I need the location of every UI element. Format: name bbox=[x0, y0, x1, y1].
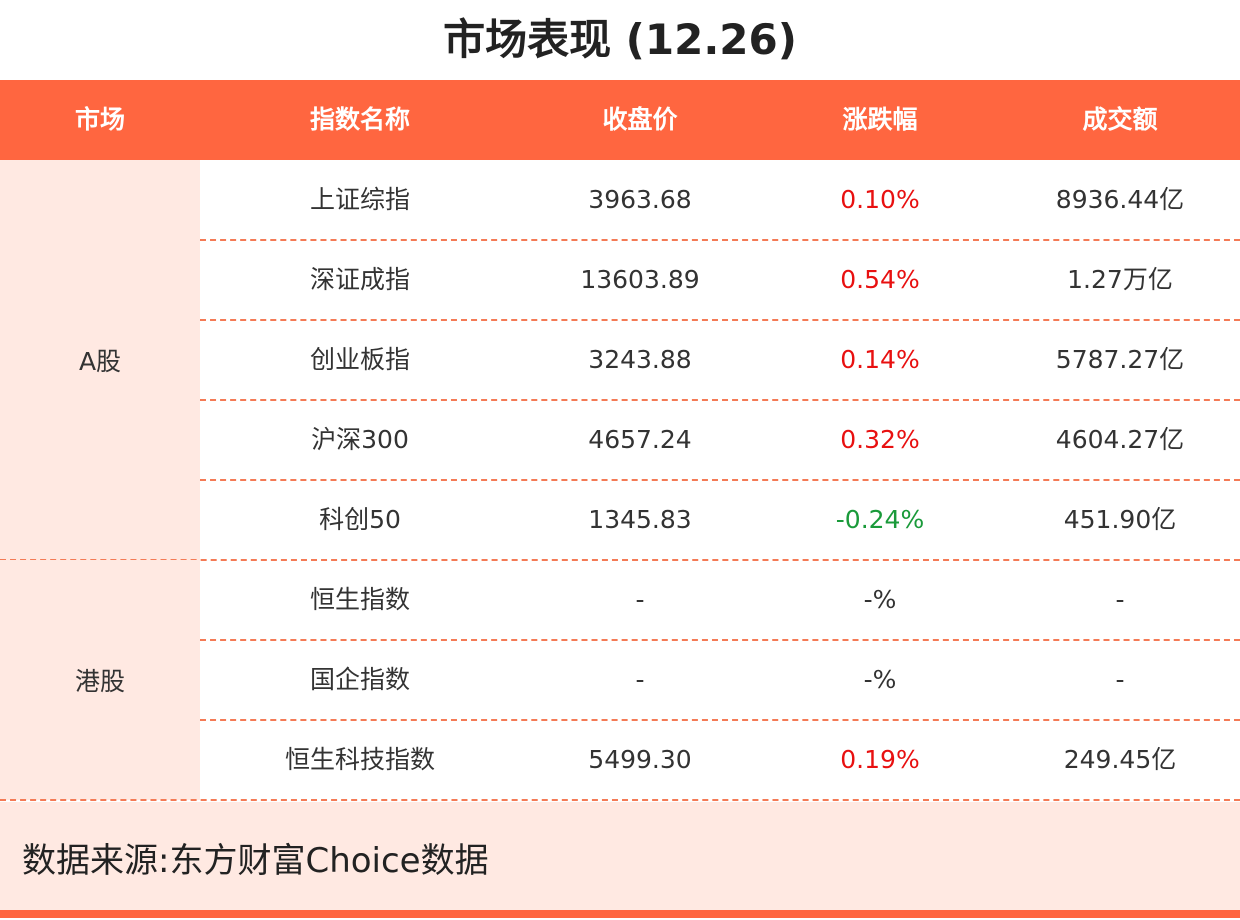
market-cell: A股 bbox=[0, 160, 200, 560]
footer: 数据来源:东方财富Choice数据 bbox=[0, 802, 1240, 918]
data-cell: 1.27万亿 bbox=[1067, 265, 1173, 294]
header-cell: 收盘价 bbox=[602, 105, 678, 134]
data-cell: 0.54% bbox=[840, 265, 920, 294]
source-note: 数据来源:东方财富Choice数据 bbox=[22, 841, 489, 881]
data-cell: 249.45亿 bbox=[1063, 745, 1177, 774]
market-cell: 港股 bbox=[0, 560, 200, 800]
row-divider bbox=[200, 719, 1240, 721]
data-cell: 恒生科技指数 bbox=[284, 745, 435, 774]
row-divider bbox=[200, 639, 1240, 641]
data-cell: 科创50 bbox=[319, 505, 401, 534]
group-divider bbox=[0, 559, 1240, 561]
data-cell: -0.24% bbox=[835, 505, 925, 534]
data-cell: - bbox=[1115, 665, 1125, 694]
data-cell: - bbox=[1115, 585, 1125, 614]
header-cell: 市场 bbox=[74, 105, 125, 134]
group-divider bbox=[0, 799, 1240, 801]
data-cell: -% bbox=[863, 665, 897, 694]
table-header: 市场 指数名称 收盘价 涨跌幅 成交额 bbox=[0, 80, 1240, 160]
data-cell: 451.90亿 bbox=[1063, 505, 1177, 534]
data-cell: 上证综指 bbox=[309, 185, 410, 214]
data-cell: 0.19% bbox=[840, 745, 920, 774]
data-cell: 创业板指 bbox=[309, 345, 410, 374]
header-cell: 涨跌幅 bbox=[842, 105, 918, 134]
data-cell: 深证成指 bbox=[309, 265, 410, 294]
data-cell: 8936.44亿 bbox=[1055, 185, 1185, 214]
data-cell: - bbox=[635, 585, 645, 614]
data-cell: 恒生指数 bbox=[309, 585, 410, 614]
data-cell: 13603.89 bbox=[580, 265, 700, 294]
row-divider bbox=[200, 319, 1240, 321]
row-divider bbox=[200, 399, 1240, 401]
title: 市场表现 (12.26) bbox=[443, 15, 797, 64]
data-cell: 3243.88 bbox=[588, 345, 692, 374]
data-cell: 0.10% bbox=[840, 185, 920, 214]
data-cell: 沪深300 bbox=[311, 425, 409, 454]
data-cell: 5499.30 bbox=[588, 745, 692, 774]
data-cell: 4604.27亿 bbox=[1055, 425, 1185, 454]
row-divider bbox=[200, 479, 1240, 481]
header-cell: 成交额 bbox=[1082, 105, 1158, 134]
data-cell: 3963.68 bbox=[588, 185, 692, 214]
data-cell: 国企指数 bbox=[309, 665, 410, 694]
data-cell: 0.32% bbox=[840, 425, 920, 454]
row-divider bbox=[200, 239, 1240, 241]
header-cell: 指数名称 bbox=[309, 105, 410, 134]
data-cell: 4657.24 bbox=[588, 425, 692, 454]
data-cell: 5787.27亿 bbox=[1055, 345, 1185, 374]
data-cell: -% bbox=[863, 585, 897, 614]
data-cell: 0.14% bbox=[840, 345, 920, 374]
data-cell: - bbox=[635, 665, 645, 694]
data-cell: 1345.83 bbox=[588, 505, 692, 534]
